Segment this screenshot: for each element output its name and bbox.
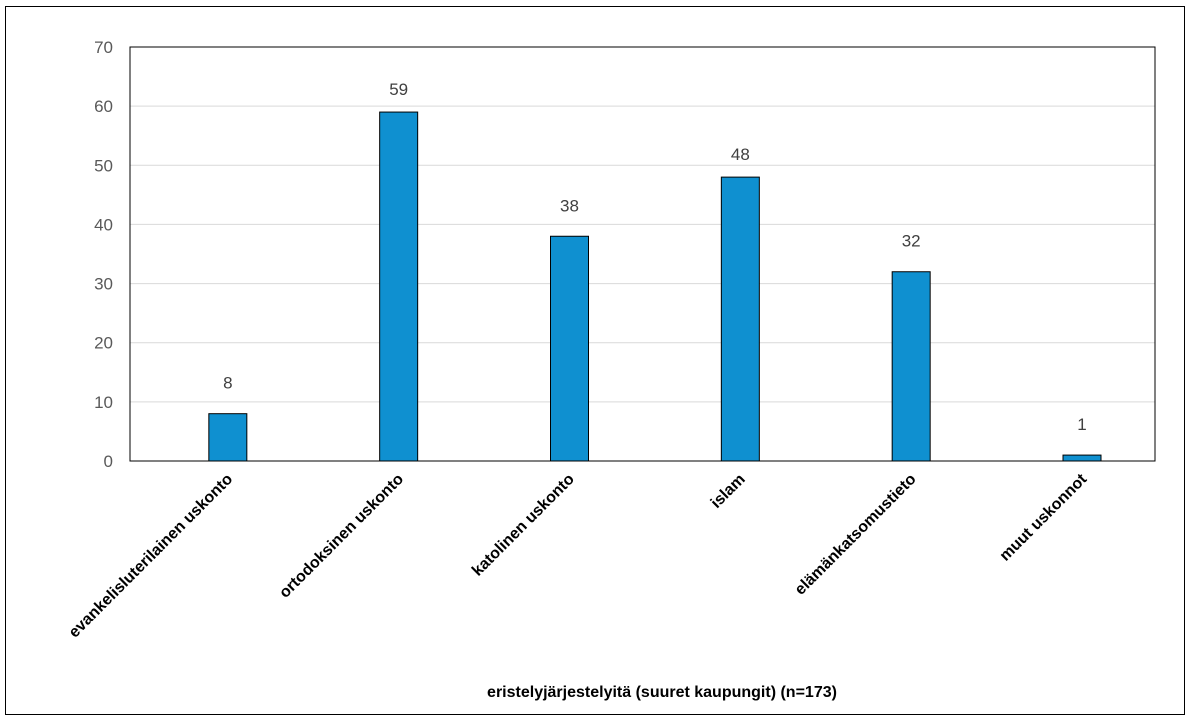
category-labels: evankelisluterilainen uskonto ortodoksine… [66,470,1091,641]
plot-area-border [129,46,1156,462]
data-label: 8 [223,374,232,393]
data-label: 38 [560,196,579,215]
data-label: 1 [1077,415,1086,434]
bars [208,111,1102,462]
chart-frame [5,6,1185,715]
data-label: 59 [389,80,408,99]
category-label: muut uskonnot [997,470,1091,564]
data-label: 32 [902,232,921,251]
category-label: islam [708,471,749,512]
y-tick-label: 10 [94,393,113,412]
y-tick-label: 70 [94,38,113,57]
y-tick-label: 20 [94,334,113,353]
category-label: elämänkatsomustieto [792,471,920,599]
data-label: 48 [731,145,750,164]
bar [208,413,248,462]
bar [1062,454,1102,462]
y-tick-label: 30 [94,275,113,294]
bar [379,111,419,462]
category-label: katolinen uskonto [469,471,578,580]
data-labels: 8 59 38 48 32 1 [223,80,1087,434]
x-axis-title: eristelyjärjestelyitä (suuret kaupungit)… [487,684,837,701]
category-label: ortodoksinen uskonto [276,471,407,602]
y-tick-label: 40 [94,215,113,234]
y-tick-label: 0 [104,452,113,471]
bar [550,235,589,462]
gridlines [130,46,1155,462]
y-axis-ticks: 0 10 20 30 40 50 60 70 [94,38,113,471]
bar [720,176,760,462]
y-tick-label: 60 [94,97,113,116]
y-tick-label: 50 [94,156,113,175]
bar [891,271,931,462]
category-label: evankelisluterilainen uskonto [66,471,237,642]
